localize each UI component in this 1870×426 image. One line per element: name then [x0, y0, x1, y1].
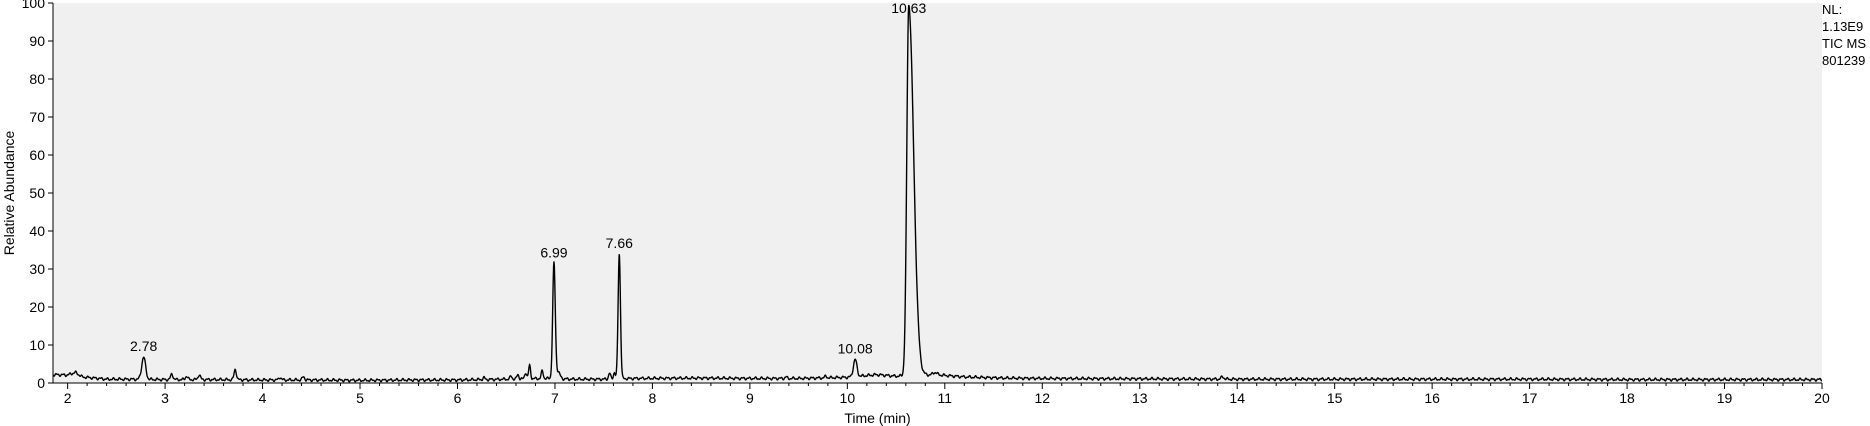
peak-label: 10.63: [891, 0, 926, 16]
y-tick-label: 0: [37, 375, 45, 391]
y-tick-label: 80: [29, 71, 45, 87]
x-tick-label: 4: [259, 390, 267, 406]
x-axis-title: Time (min): [844, 410, 910, 426]
y-axis-ticks: 0 10 20 30 40 50 60 70 80 90 100: [22, 0, 53, 391]
y-tick-label: 30: [29, 261, 45, 277]
tic-trace-line: [52, 4, 1823, 383]
x-tick-label: 15: [1327, 390, 1343, 406]
y-tick-label: 40: [29, 223, 45, 239]
peak-labels: 2.78 6.99 7.66 10.08 10.63: [130, 0, 926, 356]
x-tick-label: 19: [1717, 390, 1733, 406]
x-axis-ticks: 2 3 4 5 6 7 8 9 10 11 12 13 14 15 16 17 18 19 20: [64, 383, 1830, 406]
x-tick-label: 9: [746, 390, 754, 406]
x-tick-label: 18: [1619, 390, 1635, 406]
x-tick-label: 17: [1522, 390, 1538, 406]
trace-type: TIC MS: [1822, 36, 1867, 51]
file-name: 801239: [1822, 53, 1866, 68]
normalization-level-value: 1.13E9: [1822, 19, 1864, 34]
normalization-level-label: NL:: [1822, 2, 1843, 17]
trace-info-panel: NL: 1.13E9 TIC MS 801239: [1822, 1, 1866, 69]
y-tick-label: 90: [29, 33, 45, 49]
y-tick-label: 100: [22, 0, 46, 11]
y-tick-label: 60: [29, 147, 45, 163]
x-tick-label: 3: [161, 390, 169, 406]
peak-label: 7.66: [606, 235, 633, 251]
plot-area: [53, 3, 1822, 383]
x-tick-label: 7: [551, 390, 559, 406]
peak-label: 2.78: [130, 338, 157, 354]
y-tick-label: 70: [29, 109, 45, 125]
x-tick-label: 6: [454, 390, 462, 406]
x-tick-label: 20: [1814, 390, 1830, 406]
y-axis-title: Relative Abundance: [1, 131, 17, 256]
x-tick-label: 12: [1034, 390, 1050, 406]
x-tick-label: 5: [356, 390, 364, 406]
peak-label: 6.99: [540, 244, 567, 260]
x-tick-label: 13: [1132, 390, 1148, 406]
x-tick-label: 2: [64, 390, 72, 406]
y-tick-label: 50: [29, 185, 45, 201]
x-tick-label: 11: [938, 390, 953, 406]
x-tick-label: 16: [1424, 390, 1440, 406]
x-tick-label: 14: [1229, 390, 1245, 406]
x-tick-label: 10: [840, 390, 856, 406]
y-tick-label: 10: [29, 337, 45, 353]
peak-label: 10.08: [838, 340, 873, 356]
x-tick-label: 8: [649, 390, 657, 406]
y-tick-label: 20: [29, 299, 45, 315]
